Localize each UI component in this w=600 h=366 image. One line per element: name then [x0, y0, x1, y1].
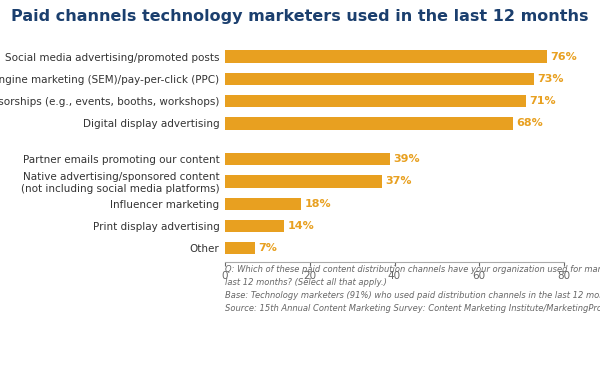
Text: Paid channels technology marketers used in the last 12 months: Paid channels technology marketers used …	[11, 9, 589, 24]
Text: 76%: 76%	[550, 52, 577, 61]
Text: 39%: 39%	[394, 154, 420, 164]
Text: 68%: 68%	[517, 119, 543, 128]
Text: 73%: 73%	[538, 74, 564, 84]
Bar	[225, 51, 547, 63]
Text: 71%: 71%	[529, 96, 556, 106]
Text: Q: Which of these paid content distribution channels have your organization used: Q: Which of these paid content distribut…	[225, 265, 600, 313]
Bar	[225, 175, 382, 187]
Text: 14%: 14%	[288, 221, 314, 231]
Text: 7%: 7%	[258, 243, 277, 253]
Text: 18%: 18%	[305, 199, 331, 209]
Bar	[225, 220, 284, 232]
Text: 37%: 37%	[385, 176, 412, 186]
Bar	[225, 117, 513, 130]
Bar	[225, 95, 526, 107]
Bar	[225, 153, 390, 165]
Bar	[225, 198, 301, 210]
Bar	[225, 242, 254, 254]
Bar	[225, 73, 535, 85]
